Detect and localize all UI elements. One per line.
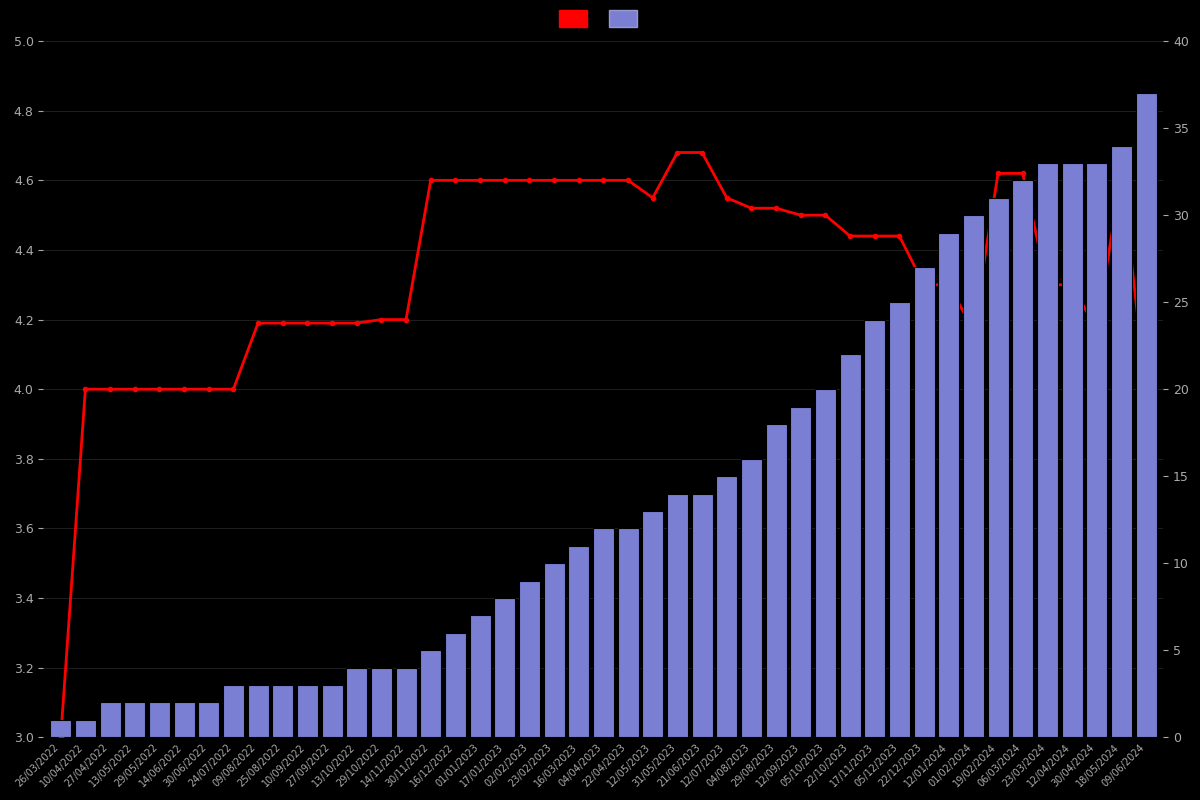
Bar (840, 354, 860, 738)
Bar (962, 215, 984, 738)
Bar (1111, 146, 1132, 738)
Bar (642, 511, 664, 738)
Bar (149, 702, 170, 738)
Bar (198, 702, 220, 738)
Bar (420, 650, 442, 738)
Bar (74, 720, 96, 738)
Bar (494, 598, 515, 738)
Bar (593, 529, 614, 738)
Bar (889, 302, 910, 738)
Bar (469, 615, 491, 738)
Bar (716, 476, 737, 738)
Bar (1037, 163, 1058, 738)
Bar (322, 685, 342, 738)
Bar (864, 319, 886, 738)
Bar (667, 494, 688, 738)
Bar (347, 668, 367, 738)
Bar (913, 267, 935, 738)
Bar (296, 685, 318, 738)
Bar (1013, 180, 1033, 738)
Bar (815, 389, 836, 738)
Bar (371, 668, 392, 738)
Bar (1135, 94, 1157, 738)
Bar (100, 702, 120, 738)
Bar (766, 424, 786, 738)
Bar (544, 563, 564, 738)
Bar (125, 702, 145, 738)
Bar (691, 494, 713, 738)
Bar (518, 581, 540, 738)
Bar (791, 406, 811, 738)
Bar (740, 459, 762, 738)
Bar (396, 668, 416, 738)
Bar (247, 685, 269, 738)
Bar (988, 198, 1008, 738)
Bar (223, 685, 244, 738)
Bar (1086, 163, 1108, 738)
Bar (618, 529, 638, 738)
Legend: , : , (554, 6, 652, 31)
Bar (50, 720, 71, 738)
Bar (569, 546, 589, 738)
Bar (1062, 163, 1082, 738)
Bar (174, 702, 194, 738)
Bar (938, 233, 959, 738)
Bar (445, 633, 466, 738)
Bar (272, 685, 293, 738)
